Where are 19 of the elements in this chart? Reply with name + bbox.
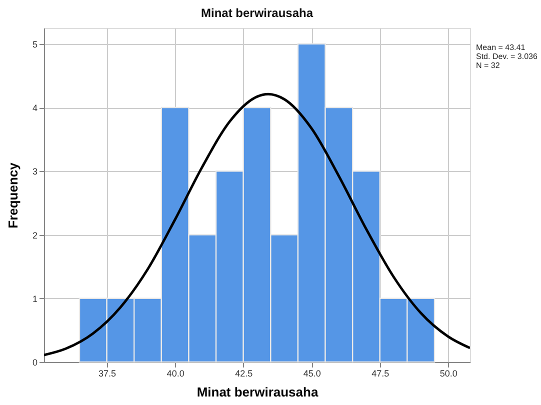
y-axis-title: Frequency: [5, 162, 20, 228]
x-tick-label: 50.0: [440, 368, 458, 378]
y-tick-label: 1: [32, 294, 38, 304]
x-tick-label: 42.5: [235, 368, 253, 378]
text: N = 32: [476, 61, 500, 70]
x-axis-title: Minat berwirausaha: [196, 384, 319, 400]
x-tick-label: 47.5: [372, 368, 390, 378]
x-tick-label: 37.5: [98, 368, 116, 378]
text: Mean = 43.41: [476, 43, 526, 52]
y-tick-label: 4: [32, 103, 38, 114]
y-tick-label: 3: [32, 166, 38, 177]
y-tick-label: 0: [32, 358, 38, 368]
line-series: [44, 92, 470, 356]
y-tick-label: 2: [32, 230, 38, 240]
x-tick-label: 45.0: [303, 368, 321, 378]
x-tick-label: 40.0: [166, 368, 184, 378]
text: Std. Dev. = 3.036: [476, 52, 538, 61]
y-tick-label: 5: [32, 39, 38, 50]
chart-title: Minat berwirausaha: [200, 6, 314, 20]
